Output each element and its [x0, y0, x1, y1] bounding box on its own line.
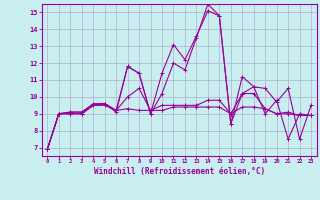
- X-axis label: Windchill (Refroidissement éolien,°C): Windchill (Refroidissement éolien,°C): [94, 167, 265, 176]
